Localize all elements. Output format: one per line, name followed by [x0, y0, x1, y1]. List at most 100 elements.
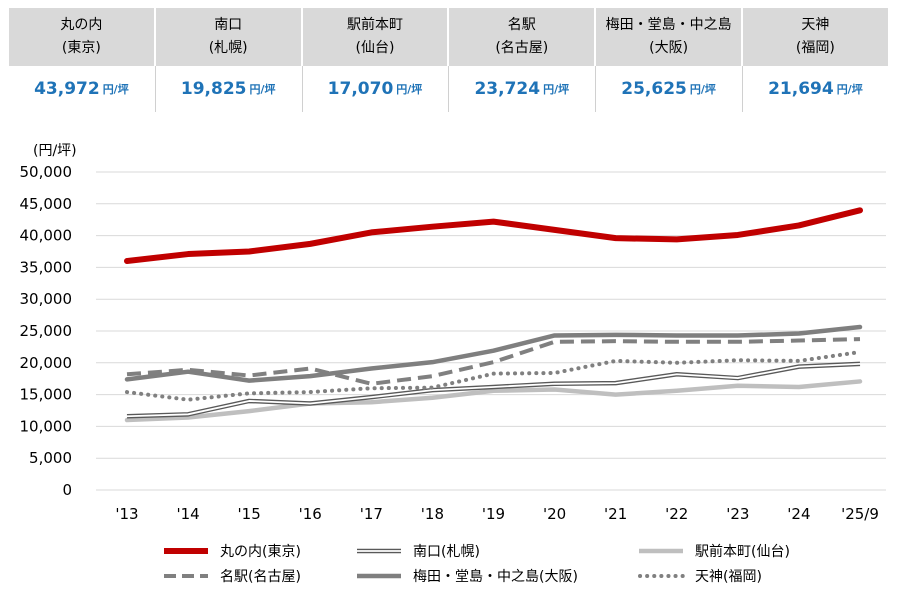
- x-tick-label: '25/9: [841, 505, 879, 523]
- column-divider: [742, 66, 743, 112]
- x-tick-label: '24: [787, 505, 810, 523]
- x-tick-label: '15: [238, 505, 261, 523]
- price-unit: 円/坪: [249, 83, 276, 96]
- price-unit: 円/坪: [396, 83, 423, 96]
- summary-value: 19,825 円/坪: [156, 66, 301, 112]
- summary-header: 駅前本町 (仙台): [302, 8, 448, 66]
- summary-header: 南口 (札幌): [155, 8, 301, 66]
- x-tick-label: '20: [543, 505, 566, 523]
- legend-label: 梅田・堂島・中之島(大阪): [413, 569, 578, 585]
- city-name: (大阪): [649, 40, 689, 56]
- x-tick-label: '22: [665, 505, 688, 523]
- summary-value: 17,070 円/坪: [303, 66, 448, 112]
- price-unit: 円/坪: [689, 83, 716, 96]
- area-name: 丸の内: [60, 17, 103, 33]
- price-value: 43,972: [34, 79, 100, 99]
- x-tick-label: '14: [176, 505, 199, 523]
- x-tick-labels: '13 '14 '15 '16 '17 '18 '19 '20 '21 '22 '23 '24 '25/…: [115, 505, 879, 523]
- y-tick-label: 0: [62, 481, 72, 499]
- area-name: 名駅: [507, 17, 536, 33]
- price-value: 21,694: [768, 79, 834, 99]
- summary-col: 丸の内 (東京) 43,972 円/坪: [9, 8, 154, 112]
- price-value: 17,070: [327, 79, 394, 99]
- summary-header: 天神 (福岡): [743, 8, 888, 66]
- summary-col: 名駅 (名古屋) 23,724 円/坪: [449, 8, 595, 112]
- legend-swatch: [164, 548, 208, 554]
- series-line: [125, 350, 862, 402]
- summary-header: 名駅 (名古屋): [449, 8, 595, 66]
- area-name: 駅前本町: [346, 17, 403, 33]
- legend-swatch: [639, 548, 683, 554]
- summary-value: 21,694 円/坪: [743, 66, 888, 112]
- price-value: 25,625: [621, 79, 687, 99]
- y-tick-label: 10,000: [20, 417, 73, 435]
- legend-label: 天神(福岡): [695, 569, 762, 585]
- city-name: (札幌): [208, 40, 248, 56]
- x-tick-label: '18: [421, 505, 444, 523]
- price-value: 23,724: [474, 79, 541, 99]
- summary-value: 43,972 円/坪: [9, 66, 154, 112]
- city-name: (東京): [61, 40, 101, 56]
- legend-item: 天神(福岡): [637, 565, 762, 587]
- legend-label: 南口(札幌): [413, 544, 480, 560]
- summary-col: 梅田・堂島・中之島 (大阪) 25,625 円/坪: [596, 8, 741, 112]
- legend-swatch: [357, 573, 401, 579]
- summary-col: 天神 (福岡) 21,694 円/坪: [743, 8, 888, 112]
- series-line: [124, 379, 863, 423]
- x-tick-label: '16: [299, 505, 322, 523]
- y-tick-label: 50,000: [20, 163, 73, 181]
- series-lines: [124, 207, 863, 423]
- x-tick-label: '17: [360, 505, 383, 523]
- y-tick-label: 5,000: [29, 449, 72, 467]
- summary-col: 駅前本町 (仙台) 17,070 円/坪: [302, 8, 448, 112]
- y-tick-label: 25,000: [20, 322, 73, 340]
- x-tick-label: '23: [726, 505, 749, 523]
- legend-label: 名駅(名古屋): [220, 569, 301, 585]
- legend-swatch: [357, 548, 401, 554]
- column-divider: [154, 66, 156, 112]
- column-divider: [595, 66, 597, 112]
- summary-table: 丸の内 (東京) 43,972 円/坪 南口 (札幌) 19,825 円/坪 駅前本町 (仙台) 1…: [9, 8, 890, 112]
- city-name: (仙台): [355, 40, 395, 56]
- x-tick-label: '19: [482, 505, 505, 523]
- line-chart: (円/坪) 0 5,000 10,000 15,000 20,000 25,000 30,0…: [20, 143, 886, 523]
- y-tick-label: 20,000: [20, 354, 73, 372]
- summary-value: 23,724 円/坪: [449, 66, 594, 112]
- legend-label: 丸の内(東京): [220, 544, 301, 560]
- legend-item: 名駅(名古屋): [162, 565, 301, 587]
- summary-value: 25,625 円/坪: [596, 66, 741, 112]
- summary-header: 梅田・堂島・中之島 (大阪): [596, 8, 741, 66]
- y-tick-label: 30,000: [20, 290, 73, 308]
- legend-swatch: [164, 574, 208, 578]
- legend-item: 丸の内(東京): [162, 540, 301, 562]
- price-value: 19,825: [180, 79, 247, 99]
- y-tick-label: 45,000: [20, 195, 73, 213]
- y-tick-label: 35,000: [20, 258, 73, 276]
- y-tick-label: 40,000: [20, 227, 73, 245]
- summary-col: 南口 (札幌) 19,825 円/坪: [155, 8, 301, 112]
- series-line: [126, 363, 861, 418]
- legend-swatch: [638, 574, 685, 578]
- price-unit: 円/坪: [543, 83, 570, 96]
- area-name: 南口: [214, 17, 243, 33]
- series-line: [124, 207, 863, 265]
- legend-item: 梅田・堂島・中之島(大阪): [355, 565, 578, 587]
- series-line: [126, 337, 861, 386]
- city-name: (名古屋): [495, 40, 549, 56]
- legend: 丸の内(東京) 南口(札幌) 駅前本町(仙台) 名駅(名古屋) 梅田・堂島・中之島(大阪…: [0, 538, 900, 598]
- legend-item: 駅前本町(仙台): [637, 540, 790, 562]
- y-axis-label: (円/坪): [33, 143, 77, 159]
- column-divider: [448, 66, 450, 112]
- series-line: [124, 324, 863, 383]
- column-divider: [301, 66, 303, 112]
- summary-header: 丸の内 (東京): [9, 8, 154, 66]
- y-tick-label: 15,000: [20, 386, 73, 404]
- x-tick-label: '13: [115, 505, 138, 523]
- price-unit: 円/坪: [102, 83, 129, 96]
- legend-label: 駅前本町(仙台): [695, 544, 790, 560]
- legend-item: 南口(札幌): [355, 540, 480, 562]
- city-name: (福岡): [795, 40, 835, 56]
- area-name: 天神: [801, 17, 830, 33]
- y-tick-labels: 0 5,000 10,000 15,000 20,000 25,000 30,000 35,0…: [20, 163, 73, 499]
- area-name: 梅田・堂島・中之島: [605, 17, 732, 33]
